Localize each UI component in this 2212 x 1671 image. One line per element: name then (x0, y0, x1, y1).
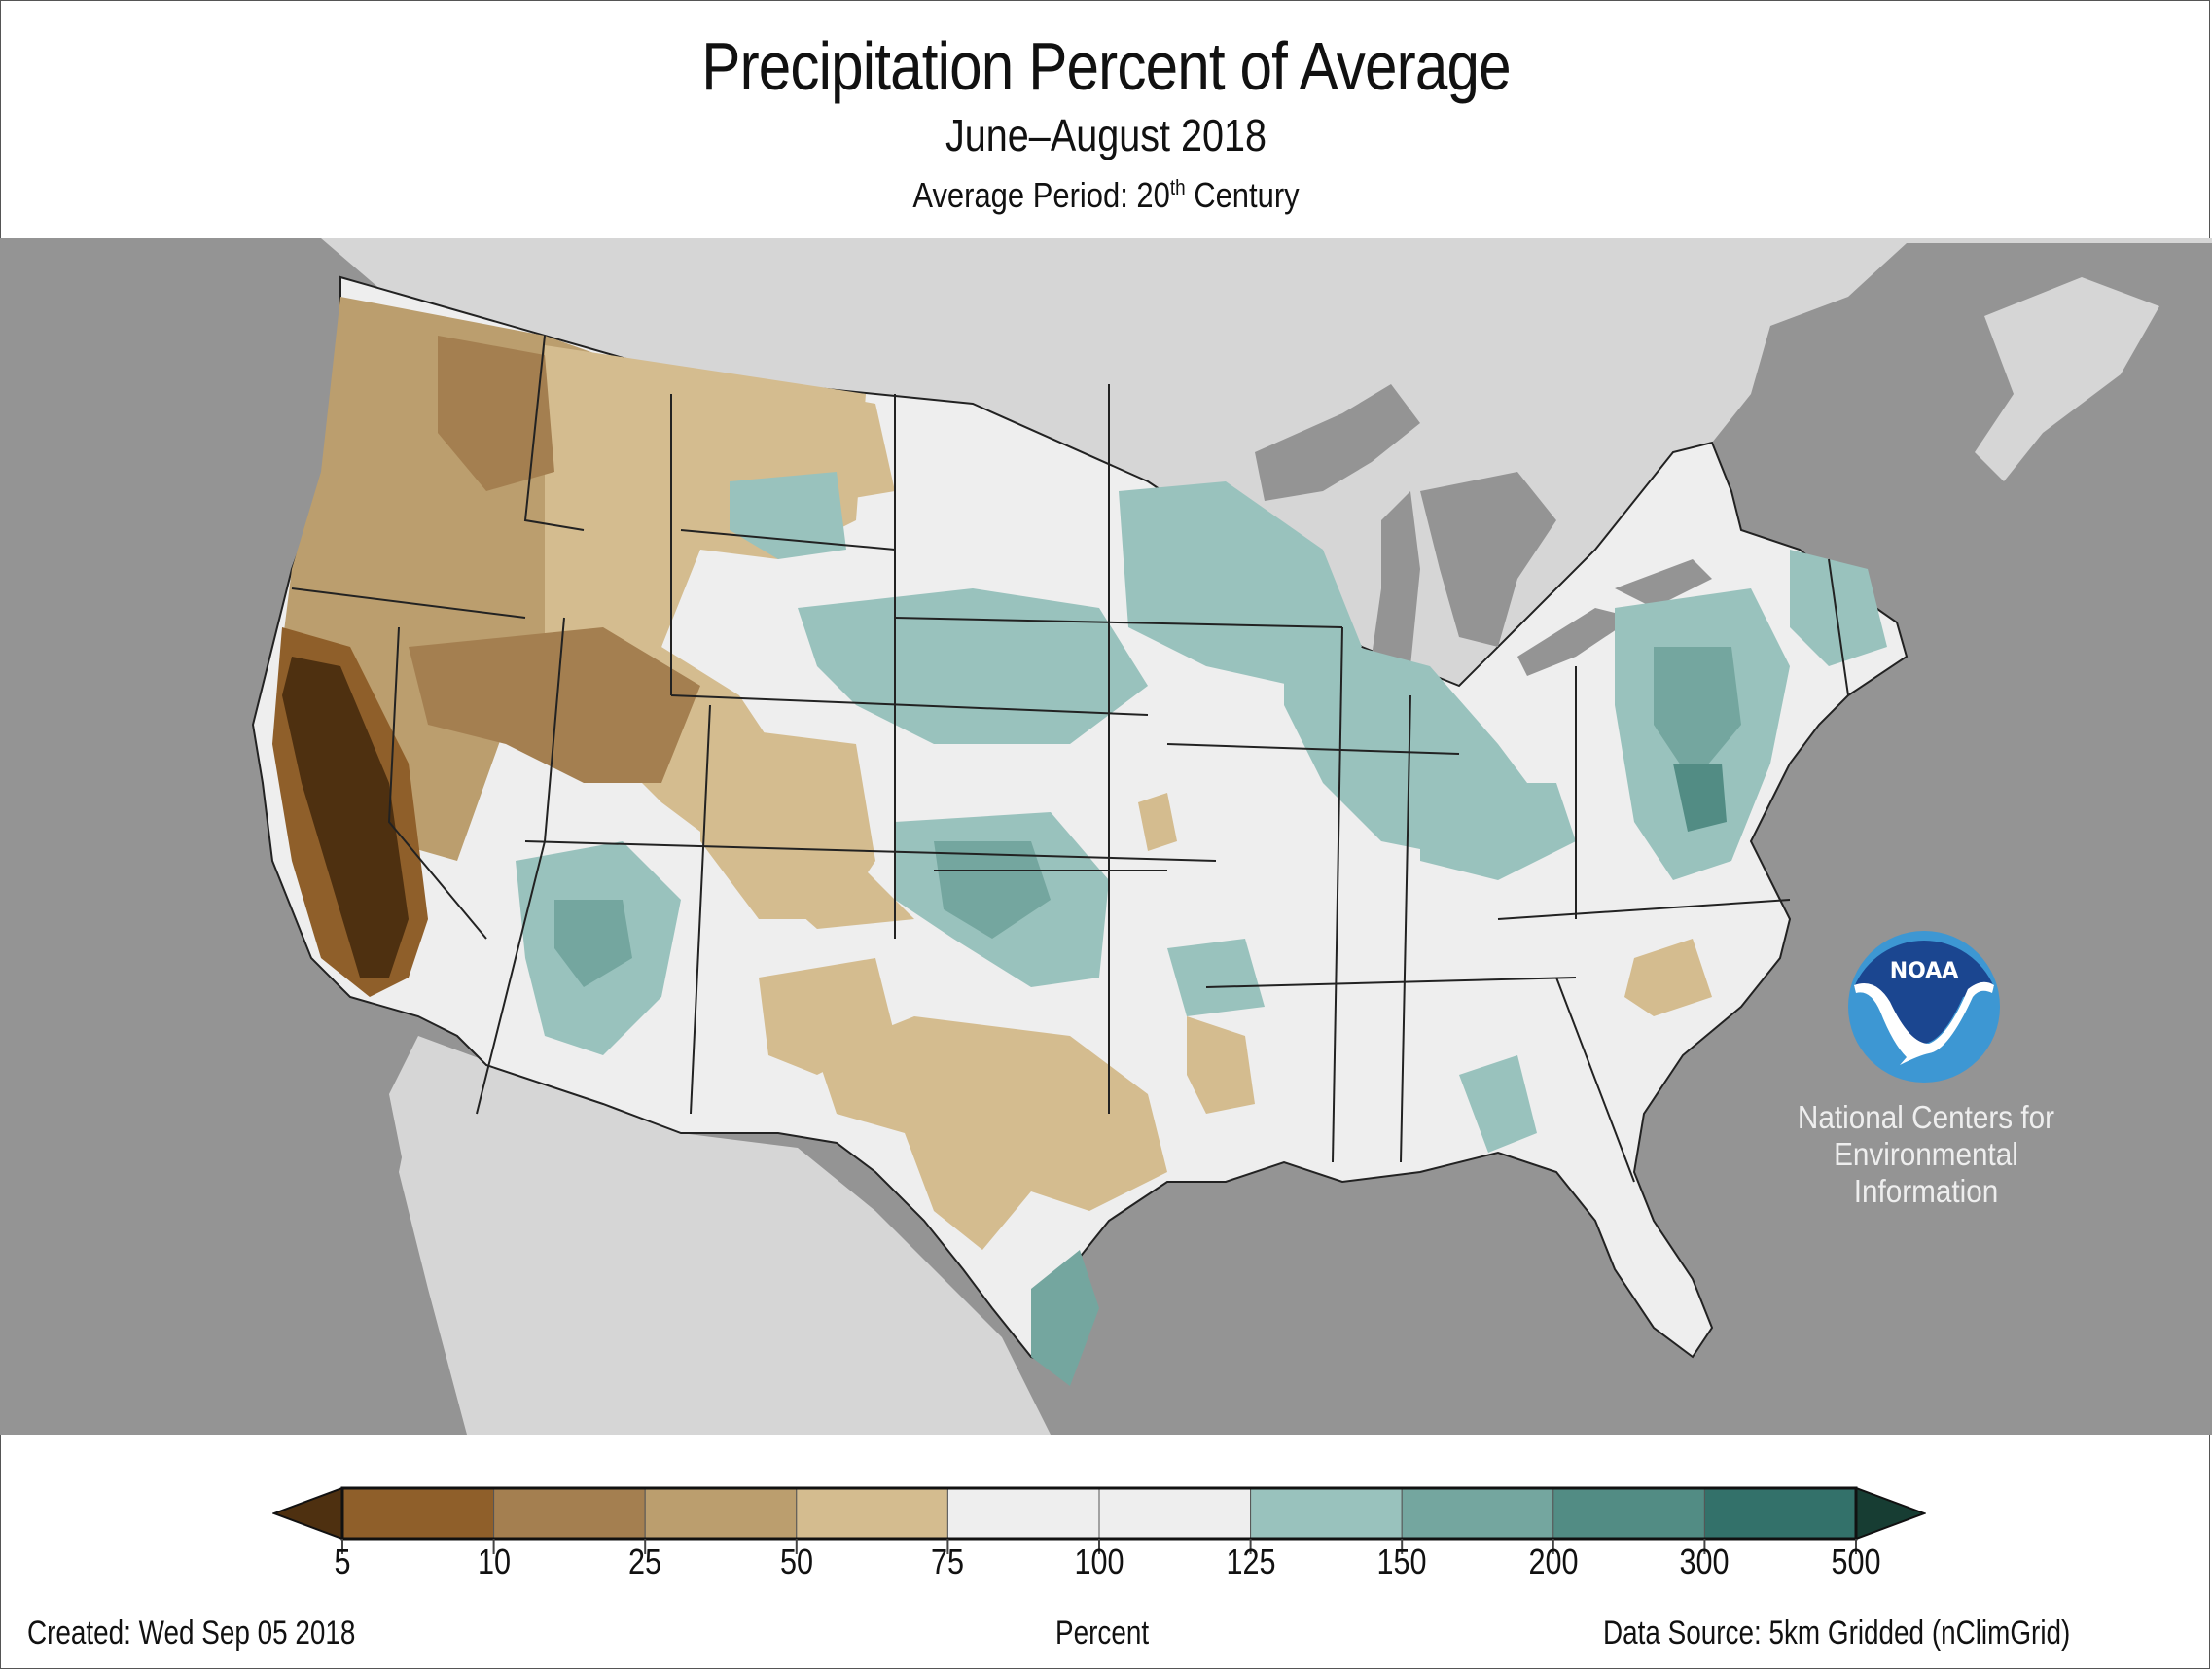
wet-va-inner (1673, 764, 1727, 832)
canada-maritimes (1975, 277, 2159, 481)
wet-wy-sd (798, 588, 1148, 744)
dry-texas (817, 1016, 1167, 1250)
colorbar-tick-label: 300 (1679, 1542, 1730, 1582)
dry-great-basin (409, 627, 700, 783)
colorbar-bin-125-150 (1250, 1487, 1403, 1540)
wet-ms-ga (1459, 1055, 1537, 1153)
colorbar-bin-25-50 (644, 1487, 798, 1540)
average-period-suffix: Century (1185, 175, 1300, 215)
colorbar-legend (272, 1486, 1926, 1554)
org-name-line-3: Information (1853, 1173, 1999, 1209)
colorbar-arrow-high (1855, 1486, 1926, 1541)
dry-washington (438, 336, 554, 491)
colorbar-tick-label: 200 (1528, 1542, 1579, 1582)
colorbar-bin-200-300 (1552, 1487, 1705, 1540)
colorbar-bin-75-100 (946, 1487, 1100, 1540)
baja-land (399, 1075, 516, 1435)
dry-texas-east (1187, 1016, 1255, 1114)
data-source: Data Source: 5km Gridded (nClimGrid) (1603, 1615, 2071, 1652)
wet-ks-ok-inner (934, 841, 1051, 939)
lake-erie (1517, 608, 1634, 676)
average-period: Average Period: 20th Century (155, 175, 2057, 216)
wet-tx-south (1031, 1250, 1099, 1386)
dry-sc (1624, 939, 1712, 1016)
lake-superior (1255, 384, 1420, 501)
colorbar-tick-label: 100 (1074, 1542, 1124, 1582)
average-period-prefix: Average Period: 20 (912, 175, 1170, 215)
org-name-line-1: National Centers for (1797, 1099, 2055, 1135)
wet-oh-ky (1420, 783, 1576, 880)
lake-michigan (1372, 491, 1420, 695)
colorbar-arrow-low (272, 1486, 343, 1541)
wet-az-inner (554, 900, 632, 987)
colorbar-bin-50-75 (796, 1487, 948, 1540)
precipitation-map (0, 238, 2212, 1435)
colorbar-bin-150-200 (1401, 1487, 1554, 1540)
colorbar-tick-label: 500 (1831, 1542, 1881, 1582)
lake-huron (1420, 472, 1556, 647)
lake-ontario (1615, 559, 1712, 608)
colorbar-tick-label: 5 (334, 1542, 351, 1582)
created-date: Created: Wed Sep 05 2018 (27, 1615, 356, 1652)
colorbar-tick-label: 50 (779, 1542, 813, 1582)
colorbar-tick-label: 25 (628, 1542, 662, 1582)
noaa-logo-icon: NOAA (1848, 931, 2000, 1083)
colorbar-bin-10-25 (493, 1487, 646, 1540)
colorbar-tick-label: 10 (477, 1542, 511, 1582)
wet-areas (516, 472, 1887, 1386)
dry-ca-extreme (282, 657, 409, 978)
colorbar-bin-100-125 (1098, 1487, 1252, 1540)
dry-mo (1138, 793, 1177, 851)
wet-pa-inner (1654, 647, 1741, 783)
noaa-logo-text: NOAA (1890, 959, 1959, 983)
colorbar-tick-label: 150 (1376, 1542, 1427, 1582)
org-name-line-2: Environmental (1834, 1136, 2018, 1172)
colorbar-bin-300-500 (1703, 1487, 1857, 1540)
colorbar-tick-label: 75 (931, 1542, 965, 1582)
wet-new-england (1790, 550, 1887, 666)
colorbar-units-label: Percent (1055, 1615, 1150, 1652)
map-title: Precipitation Percent of Average (701, 28, 1511, 104)
dry-areas (272, 297, 1712, 1250)
map-subtitle: June–August 2018 (945, 110, 1267, 160)
colorbar-tick-label: 125 (1226, 1542, 1276, 1582)
colorbar-bin-5-10 (341, 1487, 495, 1540)
dry-colorado-nm (700, 725, 875, 919)
mexico-land (389, 1036, 1051, 1435)
wet-ar (1167, 939, 1265, 1016)
dry-mt (710, 374, 895, 501)
state-borders (291, 335, 1849, 1183)
average-period-sup: th (1169, 175, 1186, 199)
